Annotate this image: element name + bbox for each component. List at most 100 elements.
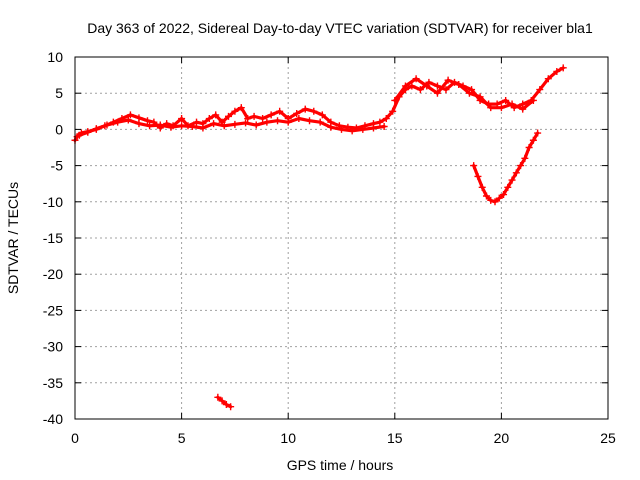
series-outlier-trace <box>216 395 233 409</box>
data-point <box>316 118 324 126</box>
data-point <box>380 123 388 131</box>
x-tick-label: 5 <box>178 430 186 446</box>
data-point <box>231 120 239 128</box>
data-point <box>231 107 239 115</box>
axis-ticks <box>74 56 609 420</box>
data-point <box>508 100 516 108</box>
data-point <box>188 123 196 131</box>
data-point <box>306 117 314 125</box>
data-point <box>468 86 476 94</box>
data-point <box>214 393 222 401</box>
chart-title: Day 363 of 2022, Sidereal Day-to-day VTE… <box>87 20 593 36</box>
data-point <box>455 81 463 89</box>
data-point <box>210 120 218 128</box>
data-point <box>465 89 473 97</box>
data-point <box>529 136 537 144</box>
data-point <box>338 125 345 133</box>
data-point <box>512 169 520 177</box>
data-point <box>544 75 552 83</box>
y-tick-label: -5 <box>51 158 64 174</box>
data-point <box>433 82 441 90</box>
data-point <box>199 124 207 132</box>
data-point <box>103 121 111 129</box>
data-point <box>433 89 441 97</box>
data-point <box>487 196 495 204</box>
data-point <box>225 112 233 120</box>
data-point <box>167 123 175 131</box>
data-point <box>92 125 100 133</box>
y-tick-label: 5 <box>55 85 63 101</box>
data-point <box>401 82 409 90</box>
data-point <box>124 116 132 124</box>
x-tick-label: 20 <box>494 430 510 446</box>
data-point <box>444 76 452 84</box>
data-point <box>495 194 503 202</box>
data-point <box>508 176 516 184</box>
data-point <box>227 403 235 411</box>
data-point <box>519 105 527 113</box>
data-point <box>382 115 390 123</box>
data-point <box>237 104 245 112</box>
data-point <box>502 96 510 104</box>
data-point <box>222 401 230 409</box>
data-point <box>534 129 542 137</box>
data-point <box>416 86 424 94</box>
data-point <box>301 105 309 113</box>
data-point <box>517 162 525 170</box>
data-point <box>497 104 505 112</box>
data-point <box>293 109 301 117</box>
data-point <box>376 118 384 126</box>
data-point <box>252 121 260 129</box>
data-point <box>491 198 499 206</box>
data-point <box>470 162 478 170</box>
data-point <box>521 154 529 162</box>
data-point <box>178 115 186 123</box>
data-point <box>146 122 154 130</box>
data-series <box>71 64 567 411</box>
data-point <box>476 93 484 101</box>
data-point <box>412 75 420 83</box>
data-point <box>126 111 134 119</box>
data-point <box>478 183 486 191</box>
data-point <box>178 122 186 130</box>
data-point <box>263 118 271 126</box>
data-point <box>193 118 201 126</box>
data-point <box>487 104 495 112</box>
data-point <box>482 192 490 200</box>
y-tick-label: -40 <box>43 411 63 427</box>
data-point <box>529 96 537 104</box>
data-point <box>220 122 228 130</box>
data-point <box>295 115 303 123</box>
data-point <box>536 86 544 94</box>
data-point <box>218 397 226 405</box>
data-point <box>423 82 431 90</box>
data-point <box>327 123 335 131</box>
data-point <box>500 191 508 199</box>
data-point <box>408 82 416 90</box>
data-point <box>259 115 267 123</box>
data-point <box>348 127 356 135</box>
x-tick-label: 10 <box>280 430 296 446</box>
data-point <box>359 125 367 133</box>
x-tick-label: 0 <box>71 430 79 446</box>
data-point <box>474 172 482 180</box>
data-point <box>135 120 143 128</box>
data-point <box>114 118 122 126</box>
data-point <box>442 86 450 94</box>
data-point <box>205 115 213 123</box>
data-point <box>276 107 284 115</box>
data-point <box>250 112 258 120</box>
data-point <box>156 121 164 129</box>
data-point <box>425 78 433 86</box>
y-tick-label: -25 <box>43 302 63 318</box>
x-axis-label: GPS time / hours <box>287 457 394 473</box>
series-dip-trace <box>472 131 540 204</box>
data-point <box>389 107 397 115</box>
y-tick-label: -10 <box>43 194 63 210</box>
data-point <box>369 124 377 132</box>
x-tick-label: 15 <box>387 430 403 446</box>
y-tick-label: -35 <box>43 375 63 391</box>
tick-labels: 0 5 10 15 20 25 -40 -35 -30 -25 -20 -15 -10 -5 0 5 10 <box>43 49 616 446</box>
data-point <box>267 111 275 119</box>
data-point <box>143 117 151 125</box>
